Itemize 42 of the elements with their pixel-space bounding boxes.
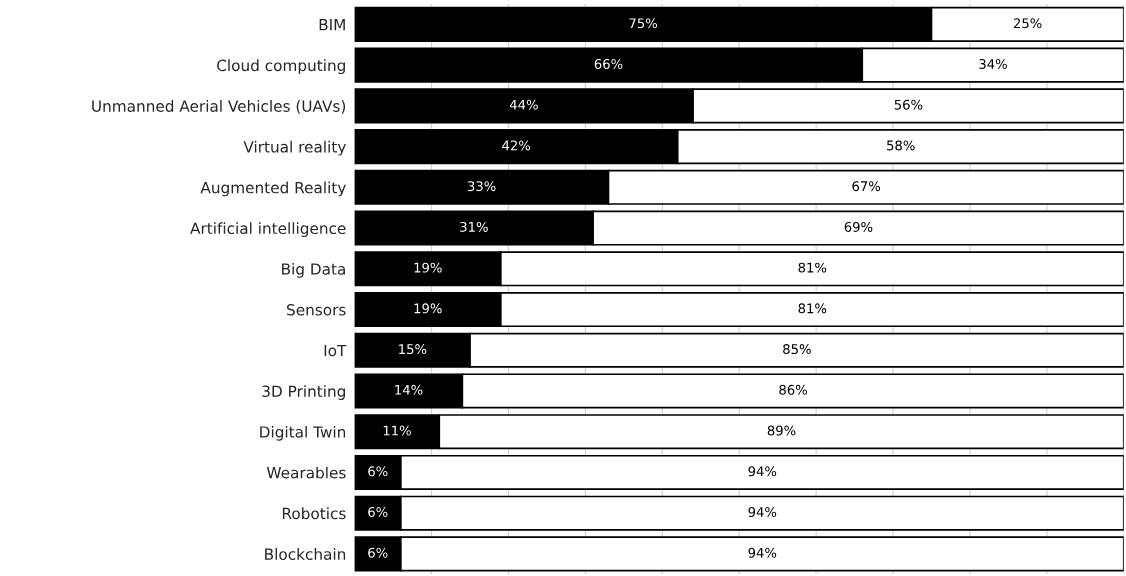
data-label: 66% bbox=[594, 58, 623, 69]
data-label: 34% bbox=[979, 58, 1007, 69]
y-tick-label: Augmented Reality bbox=[200, 181, 346, 197]
data-label: 33% bbox=[467, 181, 496, 192]
data-label: 89% bbox=[767, 425, 796, 436]
y-tick-label: BIM bbox=[319, 19, 345, 31]
data-label: 11% bbox=[383, 425, 411, 436]
y-tick-label: Digital Twin bbox=[260, 425, 346, 441]
data-label: 94% bbox=[748, 466, 777, 477]
data-label: 25% bbox=[1013, 18, 1042, 29]
y-tick-label: Sensors bbox=[287, 303, 346, 316]
data-label: 19% bbox=[414, 303, 442, 314]
data-label: 44% bbox=[509, 99, 538, 110]
data-label: 19% bbox=[414, 262, 442, 273]
data-label: 69% bbox=[844, 221, 873, 232]
y-tick-label: Robotics bbox=[282, 507, 346, 520]
data-label: 6% bbox=[368, 547, 388, 558]
data-label: 6% bbox=[368, 466, 388, 477]
y-tick-label: Unmanned Aerial Vehicles (UAVs) bbox=[92, 100, 346, 114]
data-label: 15% bbox=[399, 344, 427, 355]
data-label: 85% bbox=[783, 344, 811, 355]
data-label: 75% bbox=[629, 18, 658, 29]
data-label: 94% bbox=[748, 507, 777, 517]
data-label: 58% bbox=[887, 140, 915, 151]
y-tick-label: Cloud computing bbox=[217, 59, 345, 75]
data-label: 42% bbox=[502, 140, 531, 151]
y-tick-label: Artificial intelligence bbox=[190, 222, 346, 238]
data-label: 31% bbox=[460, 221, 488, 232]
data-label: 86% bbox=[779, 384, 807, 395]
y-tick-label: Big Data bbox=[282, 262, 345, 278]
y-tick-label: Wearables bbox=[266, 466, 346, 479]
y-tick-label: Blockchain bbox=[265, 548, 346, 560]
data-label: 81% bbox=[798, 303, 827, 314]
y-tick-label: IoT bbox=[324, 344, 347, 357]
data-label: 94% bbox=[748, 547, 777, 558]
data-label: 6% bbox=[368, 507, 388, 517]
data-label: 67% bbox=[852, 181, 881, 192]
data-label: 14% bbox=[395, 384, 423, 395]
data-label: 56% bbox=[894, 99, 923, 110]
y-tick-label: Virtual reality bbox=[243, 140, 346, 156]
y-tick-label: 3D Printing bbox=[262, 385, 345, 400]
data-label: 81% bbox=[798, 262, 827, 273]
